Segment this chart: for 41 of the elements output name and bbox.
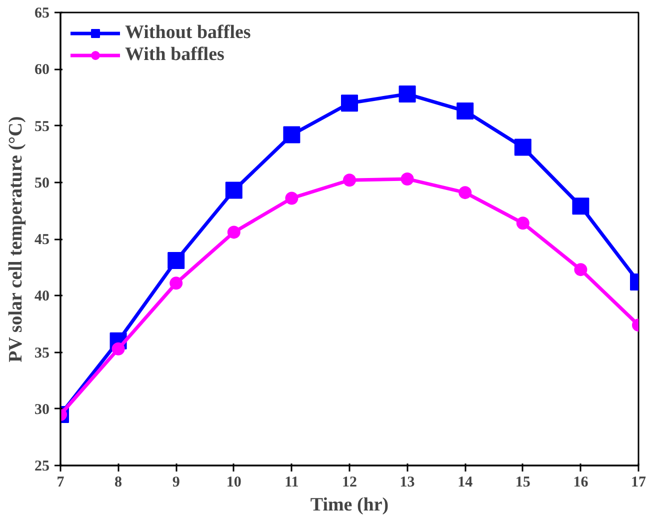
point <box>458 186 472 200</box>
point <box>170 276 183 290</box>
y-tick-label: 65 <box>34 6 50 22</box>
x-tick-label: 12 <box>342 474 357 490</box>
x-tick-label: 14 <box>458 474 474 490</box>
y-tick-label: 45 <box>34 232 50 248</box>
point <box>285 192 298 205</box>
y-tick-label: 30 <box>34 402 50 418</box>
x-tick-label: 15 <box>515 474 530 490</box>
point <box>574 263 588 276</box>
y-tick-label: 50 <box>34 175 50 192</box>
point <box>343 174 356 187</box>
x-tick-label: 17 <box>631 474 646 490</box>
y-tick-label: 55 <box>34 118 50 135</box>
point <box>514 138 532 156</box>
x-tick-label: 13 <box>400 474 415 490</box>
point <box>456 102 474 120</box>
legend-label: With baffles <box>125 44 224 66</box>
point <box>225 182 242 199</box>
point <box>283 126 300 144</box>
x-tick-label: 10 <box>226 474 242 490</box>
legend-label: Without baffles <box>125 22 251 44</box>
x-tick-label: 8 <box>114 474 122 490</box>
y-tick-label: 25 <box>34 458 50 474</box>
y-tick-label: 35 <box>34 345 50 362</box>
x-tick-label: 11 <box>284 474 299 490</box>
y-tick-label: 60 <box>34 62 50 78</box>
point <box>398 86 416 103</box>
point <box>341 94 358 112</box>
point <box>572 198 590 215</box>
x-tick-label: 9 <box>172 474 180 490</box>
point <box>516 216 530 230</box>
x-tick-label: 7 <box>56 474 65 490</box>
x-axis-title: Time (hr) <box>310 494 389 516</box>
point <box>400 172 414 186</box>
point <box>168 252 185 270</box>
y-tick-label: 40 <box>34 288 50 305</box>
x-tick-label: 16 <box>573 474 589 490</box>
point <box>112 342 125 356</box>
y-axis-title: PV solar cell temperature (°C) <box>6 116 26 362</box>
point <box>227 226 240 239</box>
